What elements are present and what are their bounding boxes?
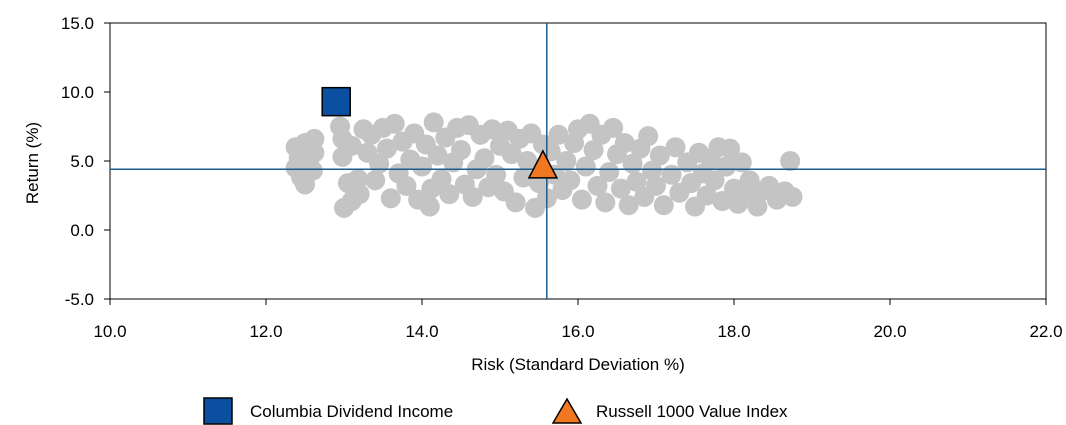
- benchmark-triangle-marker: [527, 149, 559, 179]
- fund-square-marker: [321, 86, 351, 117]
- universe-point: [720, 138, 741, 159]
- universe-point: [595, 192, 616, 213]
- universe-point: [384, 113, 405, 134]
- universe-point: [716, 156, 737, 177]
- universe-point: [451, 139, 471, 160]
- universe-point: [513, 167, 534, 188]
- universe-point: [649, 145, 670, 166]
- universe-point: [599, 162, 620, 183]
- y-axis-ticks: -5.0 0.0 5.0 10.0 15.0: [61, 14, 110, 309]
- universe-point: [560, 170, 581, 191]
- universe-point: [349, 184, 370, 205]
- universe-point: [505, 192, 526, 213]
- y-axis-title: Return (%): [23, 122, 42, 204]
- universe-point: [423, 112, 444, 133]
- universe-point: [439, 184, 460, 205]
- universe-point: [501, 144, 522, 165]
- x-axis-title: Risk (Standard Deviation %): [471, 355, 685, 374]
- universe-point: [618, 195, 639, 216]
- universe-point: [642, 160, 663, 181]
- universe-point: [638, 126, 659, 147]
- universe-point: [614, 133, 635, 154]
- universe-point: [431, 168, 452, 189]
- x-axis-ticks: 10.0 12.0 14.0 16.0 18.0 20.0 22.0: [93, 299, 1063, 341]
- legend: Columbia Dividend Income Russell 1000 Val…: [203, 397, 788, 425]
- universe-point: [571, 189, 592, 210]
- y-tick-label: 0.0: [70, 221, 94, 240]
- universe-point: [780, 151, 801, 171]
- legend-fund-swatch: [203, 397, 233, 425]
- universe-point: [610, 178, 631, 199]
- y-tick-label: 15.0: [61, 14, 94, 33]
- universe-point: [462, 186, 483, 207]
- x-tick-label: 20.0: [873, 322, 906, 341]
- universe-point: [474, 148, 495, 169]
- universe-point: [653, 195, 674, 216]
- universe-point: [427, 145, 448, 166]
- universe-points-layer: [285, 112, 803, 218]
- y-tick-label: -5.0: [65, 290, 94, 309]
- x-tick-label: 14.0: [405, 322, 438, 341]
- universe-point: [304, 128, 325, 149]
- universe-point: [704, 170, 725, 191]
- x-tick-label: 10.0: [93, 322, 126, 341]
- universe-point: [782, 186, 803, 207]
- universe-point: [575, 156, 596, 177]
- x-tick-label: 16.0: [561, 322, 594, 341]
- legend-fund-label: Columbia Dividend Income: [250, 402, 453, 421]
- universe-point: [348, 168, 369, 189]
- universe-point: [517, 151, 538, 171]
- universe-point: [302, 160, 323, 181]
- universe-point: [376, 138, 397, 159]
- universe-point: [482, 119, 503, 140]
- x-tick-label: 22.0: [1029, 322, 1062, 341]
- universe-point: [396, 175, 417, 196]
- universe-point: [341, 135, 362, 156]
- universe-point: [747, 196, 768, 217]
- universe-point: [583, 139, 604, 160]
- universe-point: [556, 151, 577, 171]
- universe-point: [548, 124, 569, 145]
- universe-point: [731, 152, 752, 173]
- universe-point: [646, 175, 666, 196]
- universe-point: [419, 196, 440, 217]
- universe-point: [587, 175, 608, 196]
- x-tick-label: 18.0: [717, 322, 750, 341]
- universe-point: [304, 142, 325, 163]
- legend-benchmark-label: Russell 1000 Value Index: [596, 402, 788, 421]
- highlight-markers-layer: [321, 86, 559, 179]
- universe-point: [603, 117, 624, 138]
- universe-point: [696, 185, 717, 206]
- universe-point: [665, 137, 686, 158]
- universe-point: [380, 188, 401, 209]
- universe-point: [626, 171, 647, 192]
- x-tick-label: 12.0: [249, 322, 282, 341]
- universe-point: [365, 170, 386, 191]
- y-tick-label: 10.0: [61, 83, 94, 102]
- universe-point: [661, 164, 682, 185]
- legend-benchmark-swatch: [551, 397, 583, 424]
- universe-point: [412, 156, 432, 177]
- y-tick-label: 5.0: [70, 152, 94, 171]
